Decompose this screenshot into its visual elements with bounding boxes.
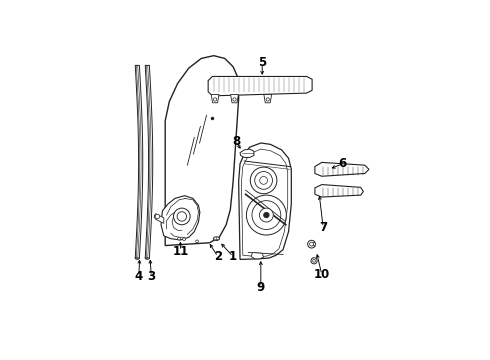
Circle shape [266,98,270,101]
Text: 4: 4 [135,270,143,283]
Circle shape [246,195,286,235]
Circle shape [260,176,268,184]
Circle shape [264,212,269,218]
Circle shape [214,98,217,101]
Text: 6: 6 [339,157,347,170]
Text: 3: 3 [147,270,155,283]
Polygon shape [145,66,153,258]
Circle shape [308,240,316,248]
Polygon shape [239,143,292,260]
Circle shape [177,212,187,221]
Circle shape [250,167,277,194]
Polygon shape [135,66,143,258]
Polygon shape [251,252,264,259]
Text: 1: 1 [229,250,237,263]
Text: 11: 11 [172,244,189,258]
Circle shape [178,237,180,240]
Text: 2: 2 [214,250,222,263]
Polygon shape [315,185,364,197]
Polygon shape [165,56,239,246]
Polygon shape [154,214,164,223]
Text: 10: 10 [314,268,330,281]
Circle shape [259,208,273,222]
Polygon shape [240,149,254,157]
Circle shape [173,208,190,225]
Polygon shape [161,195,200,240]
Circle shape [310,242,314,246]
Ellipse shape [214,237,220,240]
Circle shape [155,214,160,219]
Text: 8: 8 [232,135,240,148]
Circle shape [183,238,185,240]
Circle shape [252,201,281,229]
Polygon shape [208,76,312,96]
Text: 7: 7 [319,221,327,234]
Circle shape [196,240,198,243]
Polygon shape [242,149,288,257]
Polygon shape [211,94,219,103]
Polygon shape [315,162,369,176]
Polygon shape [231,94,238,103]
Circle shape [255,172,272,189]
Text: 5: 5 [258,56,267,69]
Circle shape [313,260,316,262]
Text: 9: 9 [257,281,265,294]
Circle shape [233,98,236,101]
Polygon shape [264,94,271,103]
Circle shape [311,258,317,264]
